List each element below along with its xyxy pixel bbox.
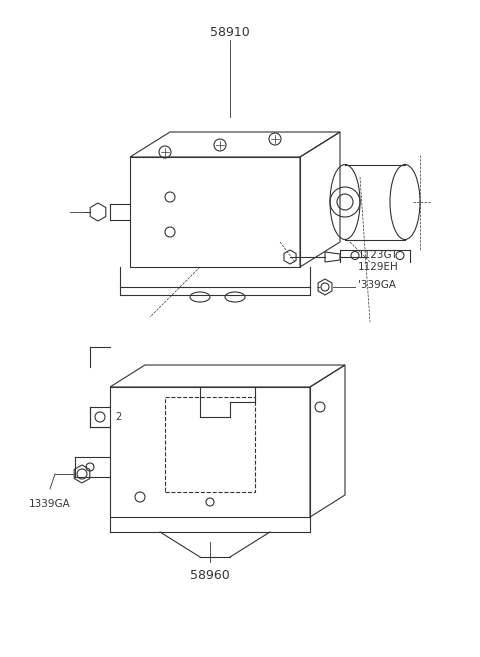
Text: 1129EH: 1129EH xyxy=(358,262,399,272)
Text: 2: 2 xyxy=(115,412,121,422)
Text: 1123GT: 1123GT xyxy=(358,250,398,260)
Text: '339GA: '339GA xyxy=(358,280,396,290)
Text: 58910: 58910 xyxy=(210,26,250,39)
Text: 58960: 58960 xyxy=(190,569,230,582)
Text: 1339GA: 1339GA xyxy=(29,499,71,509)
